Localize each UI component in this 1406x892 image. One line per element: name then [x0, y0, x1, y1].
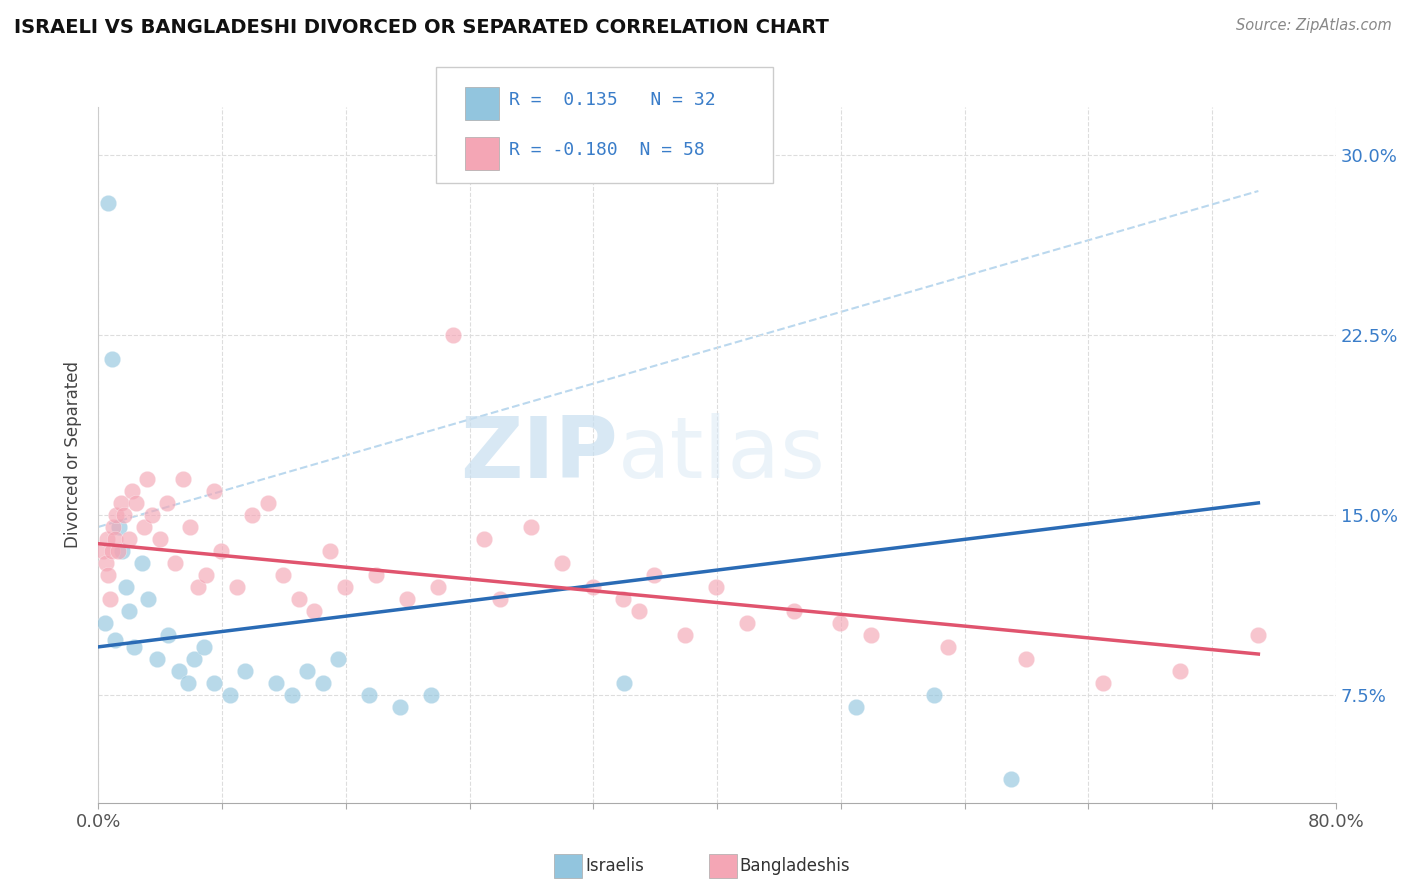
Point [136, 472, 159, 486]
Point [156, 496, 179, 510]
Text: Bangladeshis: Bangladeshis [740, 857, 851, 875]
Text: atlas: atlas [619, 413, 827, 497]
Point [302, 604, 325, 618]
Point [97, 567, 120, 582]
Point [202, 483, 225, 498]
Point [117, 532, 139, 546]
Point [612, 591, 634, 606]
Point [163, 556, 186, 570]
Point [157, 628, 180, 642]
Point [426, 580, 449, 594]
Point [167, 664, 190, 678]
Point [204, 676, 226, 690]
Point [101, 351, 124, 366]
Point [281, 688, 304, 702]
Point [519, 520, 541, 534]
Point [297, 664, 319, 678]
Point [318, 544, 340, 558]
Point [118, 604, 141, 618]
Point [101, 520, 124, 534]
Point [193, 640, 215, 654]
Point [441, 328, 464, 343]
Point [271, 567, 294, 582]
Point [845, 699, 868, 714]
Point [104, 532, 127, 546]
Y-axis label: Divorced or Separated: Divorced or Separated [65, 361, 83, 549]
Point [1000, 772, 1022, 786]
Point [110, 496, 132, 510]
Text: ZIP: ZIP [460, 413, 619, 497]
Point [132, 520, 155, 534]
Point [107, 544, 129, 558]
Point [364, 567, 387, 582]
Point [122, 640, 145, 654]
Point [225, 580, 247, 594]
Point [1091, 676, 1114, 690]
Text: R =  0.135   N = 32: R = 0.135 N = 32 [509, 91, 716, 110]
Point [187, 580, 209, 594]
Point [131, 556, 153, 570]
Point [488, 591, 510, 606]
Point [112, 508, 135, 522]
Point [420, 688, 443, 702]
Point [219, 688, 242, 702]
Point [333, 580, 356, 594]
Point [581, 580, 603, 594]
Point [104, 632, 127, 647]
Point [550, 556, 572, 570]
Point [395, 591, 418, 606]
Text: ISRAELI VS BANGLADESHI DIVORCED OR SEPARATED CORRELATION CHART: ISRAELI VS BANGLADESHI DIVORCED OR SEPAR… [14, 18, 830, 37]
Point [136, 591, 159, 606]
Point [96, 556, 118, 570]
Point [111, 544, 134, 558]
Point [388, 699, 412, 714]
Point [183, 652, 205, 666]
Point [782, 604, 804, 618]
Point [287, 591, 309, 606]
Point [235, 664, 257, 678]
Point [472, 532, 495, 546]
Point [91, 544, 114, 558]
Point [673, 628, 696, 642]
Point [312, 676, 335, 690]
Point [105, 508, 128, 522]
Point [326, 652, 350, 666]
Point [100, 544, 122, 558]
Point [141, 508, 163, 522]
Point [735, 615, 758, 630]
Point [121, 483, 143, 498]
Point [177, 676, 200, 690]
Point [93, 615, 115, 630]
Point [828, 615, 851, 630]
Point [240, 508, 263, 522]
Point [146, 652, 169, 666]
Point [643, 567, 665, 582]
Text: R = -0.180  N = 58: R = -0.180 N = 58 [509, 141, 704, 160]
Point [359, 688, 381, 702]
Point [266, 676, 288, 690]
Point [922, 688, 945, 702]
Point [115, 580, 138, 594]
Point [1014, 652, 1036, 666]
Point [936, 640, 959, 654]
Point [1168, 664, 1191, 678]
Point [194, 567, 217, 582]
Point [96, 532, 118, 546]
Point [148, 532, 170, 546]
Point [704, 580, 727, 594]
Point [859, 628, 882, 642]
Point [256, 496, 278, 510]
Point [209, 544, 232, 558]
Point [107, 520, 129, 534]
Point [179, 520, 201, 534]
Text: Source: ZipAtlas.com: Source: ZipAtlas.com [1236, 18, 1392, 33]
Point [98, 591, 121, 606]
Point [125, 496, 148, 510]
Point [627, 604, 650, 618]
Text: Israelis: Israelis [585, 857, 644, 875]
Point [172, 472, 194, 486]
Point [613, 676, 636, 690]
Point [1246, 628, 1268, 642]
Point [97, 196, 120, 211]
